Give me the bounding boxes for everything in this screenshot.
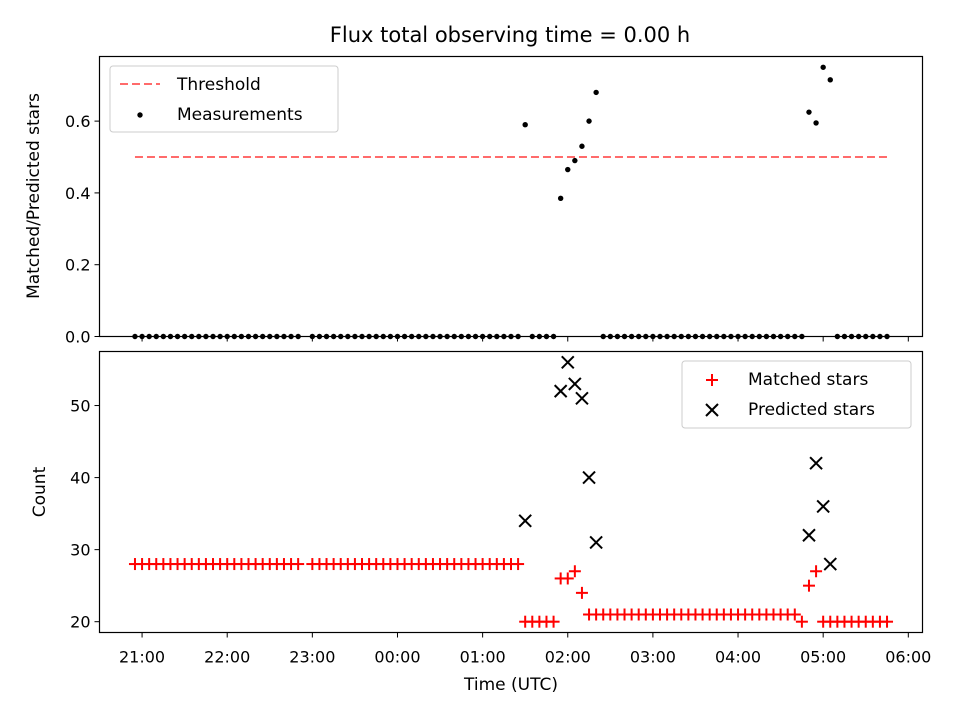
matched-stars-point [810, 565, 823, 578]
x-tick-label: 05:00 [800, 648, 846, 667]
measurement-point [572, 157, 578, 164]
matched-stars-point [292, 558, 305, 571]
x-tick-label: 02:00 [545, 648, 591, 667]
count-y-tick-label: 30 [70, 541, 90, 560]
matched-stars-point [575, 586, 588, 599]
count-y-axis-label: Count [30, 466, 50, 517]
ratio-axes-frame [98, 55, 924, 338]
threshold-legend-label: Threshold [176, 75, 261, 95]
count-legend-box [681, 360, 912, 429]
count-plot-area [128, 355, 894, 628]
matched-stars-legend-swatch [706, 374, 718, 386]
predicted-stars-point [575, 391, 589, 406]
measurements-legend-label: Measurements [177, 105, 303, 125]
predicted-stars-point [802, 528, 816, 542]
matched-stars-point [568, 565, 581, 578]
ratio-y-axis-label: Matched/Predicted stars [24, 93, 44, 299]
predicted-stars-point [553, 384, 568, 398]
x-tick-label: 23:00 [289, 648, 335, 667]
matched-stars-legend-label: Matched stars [748, 370, 868, 390]
x-tick-label: 21:00 [119, 648, 165, 667]
count-y-tick-label: 20 [70, 613, 90, 632]
x-tick-label: 04:00 [715, 648, 761, 667]
ratio-legend: Threshold Measurements [109, 65, 339, 133]
predicted-stars-point [568, 377, 582, 391]
ratio-y-tick-label: 0.6 [65, 112, 90, 131]
measurement-point [565, 166, 571, 173]
measurement-point [806, 109, 812, 115]
ratio-legend-box [109, 65, 339, 133]
x-tick-label: 01:00 [460, 648, 506, 667]
measurement-point [586, 118, 592, 124]
ratio-y-tick-label: 0.4 [65, 184, 90, 203]
predicted-stars-point [816, 499, 830, 514]
predicted-stars-point [518, 514, 532, 528]
ratio-y-tick-label: 0.2 [65, 256, 90, 275]
count-y-tick-label: 50 [70, 397, 90, 416]
x-tick-label: 03:00 [630, 648, 676, 667]
ratio-ticks: 0.0 0.2 0.4 0.6 [65, 112, 909, 347]
count-axes-frame [98, 350, 924, 634]
matched-stars-point [795, 615, 808, 628]
measurement-point [593, 89, 599, 96]
measurement-point [579, 143, 585, 149]
matched-stars-point [547, 615, 560, 628]
figure-title: Flux total observing time = 0.00 h [330, 23, 690, 47]
count-y-tick-label: 40 [70, 469, 90, 488]
measurement-point [827, 77, 833, 83]
matched-stars-point [802, 579, 815, 592]
matched-stars-point [788, 608, 801, 621]
matched-stars-point [561, 572, 574, 585]
predicted-stars-point [582, 470, 596, 485]
measurements-legend-swatch [137, 112, 143, 118]
predicted-stars-legend-label: Predicted stars [748, 400, 875, 420]
predicted-stars-point [809, 456, 823, 470]
x-tick-label: 06:00 [885, 648, 931, 667]
measurement-point [820, 64, 826, 70]
measurement-point [557, 195, 564, 201]
count-axes: 20 30 40 50 21:00 22:00 23:00 00:00 01:00 02:00 03… [30, 350, 931, 695]
predicted-stars-point [589, 535, 603, 550]
measurement-point [813, 120, 819, 126]
ratio-y-tick-label: 0.0 [65, 328, 90, 347]
predicted-stars-point [561, 355, 575, 370]
x-tick-label: 22:00 [204, 648, 250, 667]
x-tick-label: 00:00 [374, 648, 420, 667]
matched-stars-point [512, 558, 525, 571]
measurement-point [522, 122, 528, 128]
predicted-stars-legend-swatch [705, 403, 719, 417]
predicted-stars-point [823, 557, 837, 571]
count-legend: Matched stars Predicted stars [681, 360, 912, 429]
count-ticks: 20 30 40 50 21:00 22:00 23:00 00:00 01:00 02:00 03… [70, 397, 931, 667]
ratio-axes: 0.0 0.2 0.4 0.6 Matched/Predicted stars Thr… [24, 55, 924, 347]
matched-stars-point [881, 615, 894, 628]
x-axis-label: Time (UTC) [463, 675, 558, 695]
